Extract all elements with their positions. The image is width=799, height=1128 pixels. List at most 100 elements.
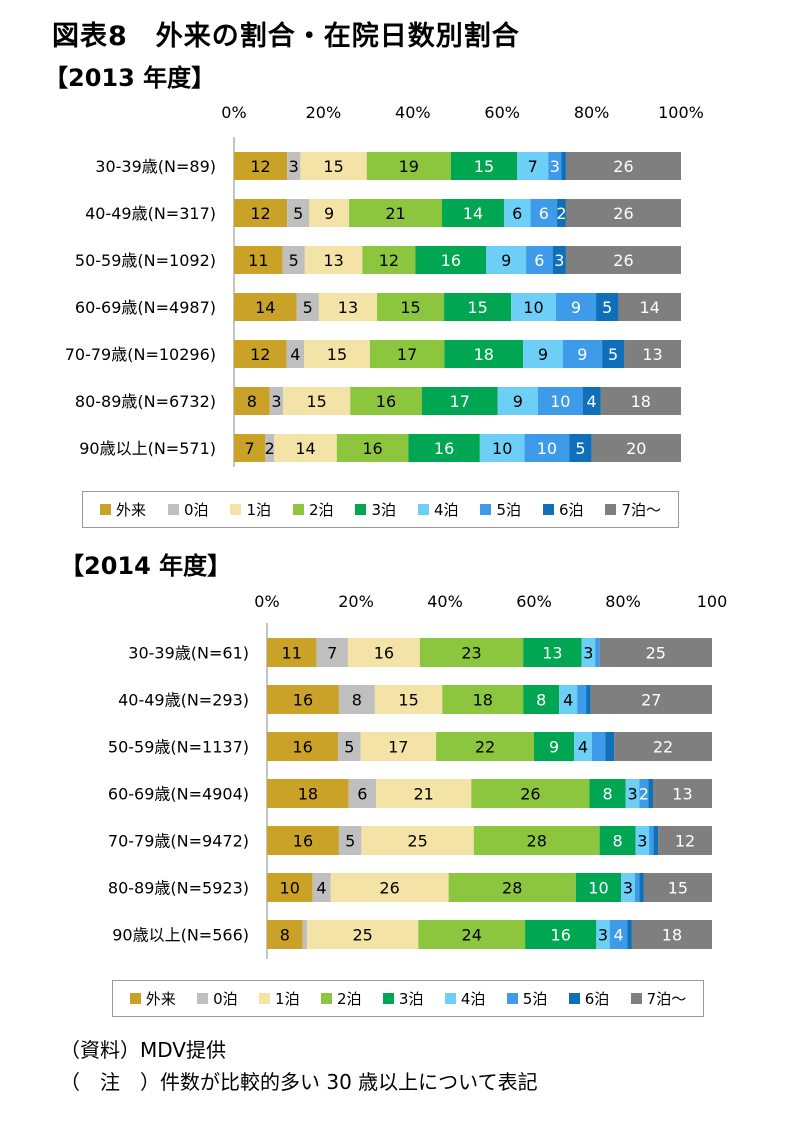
c2014-data-label: 24: [462, 926, 482, 945]
c2013-bar-segment: [377, 293, 445, 321]
legend-swatch: [230, 504, 242, 515]
c2013-bar-segment: [234, 293, 297, 321]
c2013-bar-segment: [517, 152, 549, 180]
c2013-bar-segment: [369, 340, 445, 368]
c2014-data-label: 16: [293, 832, 313, 851]
c2014-bar-segment: [361, 826, 474, 855]
c2013-data-label: 9: [538, 345, 548, 364]
c2014-data-label: 5: [344, 738, 354, 757]
c2014-bar-segment: [525, 920, 597, 949]
c2014-data-label: 15: [398, 691, 418, 710]
c2013-bar-segment: [555, 293, 597, 321]
legend-label: 3泊: [371, 501, 396, 519]
c2013-bar-segment: [304, 340, 370, 368]
c2013-bar-segment: [442, 199, 504, 227]
c2014-bar-segment: [348, 779, 376, 808]
c2013-data-label: 15: [327, 345, 347, 364]
c2014-bar-segment: [267, 873, 313, 902]
c2014-data-label: 26: [379, 879, 399, 898]
c2014-bar-segment: [471, 779, 590, 808]
c2014-data-label: 28: [502, 879, 522, 898]
c2014-bar-segment: [599, 638, 712, 667]
c2014-category-label: 90歳以上(N=566): [112, 926, 249, 945]
c2014-data-label: 7: [327, 644, 337, 663]
c2014-data-label: 3: [637, 832, 647, 851]
c2013-bar-segment: [569, 434, 592, 462]
c2014-data-label: 15: [668, 879, 688, 898]
c2013-bar-segment: [349, 199, 443, 227]
c2014-data-label: 18: [662, 926, 682, 945]
c2013-bar-segment: [296, 293, 319, 321]
c2014-bar-segment: [267, 638, 317, 667]
c2013-bar-segment: [557, 199, 566, 227]
c2013-bar-segment: [548, 152, 562, 180]
c2013-bar-segment: [282, 246, 305, 274]
c2013-bar-segment: [591, 434, 681, 462]
c2013-bar-segment: [444, 293, 512, 321]
legend-swatch: [417, 504, 429, 515]
c2013-data-label: 10: [537, 439, 557, 458]
c2013-bar-segment: [421, 387, 498, 415]
c2014-bar-segment: [375, 779, 472, 808]
legend-label: 6泊: [558, 501, 584, 519]
c2013-data-label: 4: [290, 345, 300, 364]
legend-label: 外来: [145, 990, 176, 1008]
c2013-data-label: 5: [575, 439, 585, 458]
c2014-x-tick-label: 80%: [605, 592, 641, 611]
c2014-bar-segment: [589, 779, 626, 808]
c2013-data-label: 12: [250, 157, 270, 176]
legend-item: 外来: [129, 988, 176, 1009]
c2014-data-label: 3: [598, 926, 608, 945]
legend-swatch: [480, 504, 492, 515]
legend-label: 4泊: [433, 501, 459, 519]
c2014-bar-segment: [627, 920, 632, 949]
c2013-bar-segment: [234, 246, 283, 274]
c2013-data-label: 14: [255, 298, 275, 317]
c2013-bar-segment: [523, 340, 563, 368]
c2013-bar-segment: [618, 293, 681, 321]
c2014-data-label: 22: [475, 738, 495, 757]
c2014-bar-segment: [338, 826, 362, 855]
c2014-bar-segment: [586, 685, 591, 714]
c2013-data-label: 9: [513, 392, 523, 411]
legend-swatch: [320, 993, 332, 1004]
c2013-data-label: 14: [463, 204, 483, 223]
c2013-data-label: 8: [247, 392, 257, 411]
c2014-category-label: 40-49歳(N=293): [118, 691, 249, 710]
c2013-bar-segment: [450, 152, 518, 180]
legend-label: 3泊: [398, 990, 424, 1008]
c2014-bar-segment: [374, 685, 443, 714]
c2013-data-label: 14: [295, 439, 315, 458]
c2014-data-label: 23: [461, 644, 481, 663]
c2014-bar-segment: [648, 779, 653, 808]
c2013-bar-segment: [565, 199, 681, 227]
c2014-bar-segment: [267, 685, 339, 714]
c2014-bar-segment: [302, 920, 308, 949]
footnote: （ 注 ）件数が比較的多い 30 歳以上について表記: [60, 1070, 538, 1094]
c2013-category-label: 40-49歳(N=317): [85, 204, 216, 223]
c2014-data-label: 28: [527, 832, 547, 851]
c2013-bar-segment: [530, 199, 558, 227]
c2014-x-tick-label: 0%: [254, 592, 279, 611]
c2014-data-label: 8: [280, 926, 290, 945]
c2014-data-label: 2: [639, 785, 649, 804]
c2013-data-label: 2: [556, 204, 566, 223]
c2013-bar-segment: [366, 152, 451, 180]
legend-item: 6泊: [542, 499, 584, 520]
c2014-bar-segment: [658, 826, 712, 855]
c2014-bar-segment: [574, 732, 592, 761]
c2014-data-label: 5: [345, 832, 355, 851]
c2013-data-label: 10: [550, 392, 570, 411]
c2013-bar-segment: [602, 340, 625, 368]
c2014-data-label: 18: [473, 691, 493, 710]
c2014-bar-segment: [307, 920, 419, 949]
c2013-bar-segment: [497, 387, 538, 415]
legend-item: 7泊～: [630, 988, 686, 1009]
legend-swatch: [382, 993, 394, 1004]
c2013-bar-segment: [269, 387, 284, 415]
legend-item: 1泊: [259, 988, 300, 1009]
c2014-bar-segment: [595, 638, 600, 667]
legend-item: 4泊: [444, 988, 485, 1009]
c2013-data-label: 16: [441, 251, 461, 270]
c2014-data-label: 13: [672, 785, 692, 804]
